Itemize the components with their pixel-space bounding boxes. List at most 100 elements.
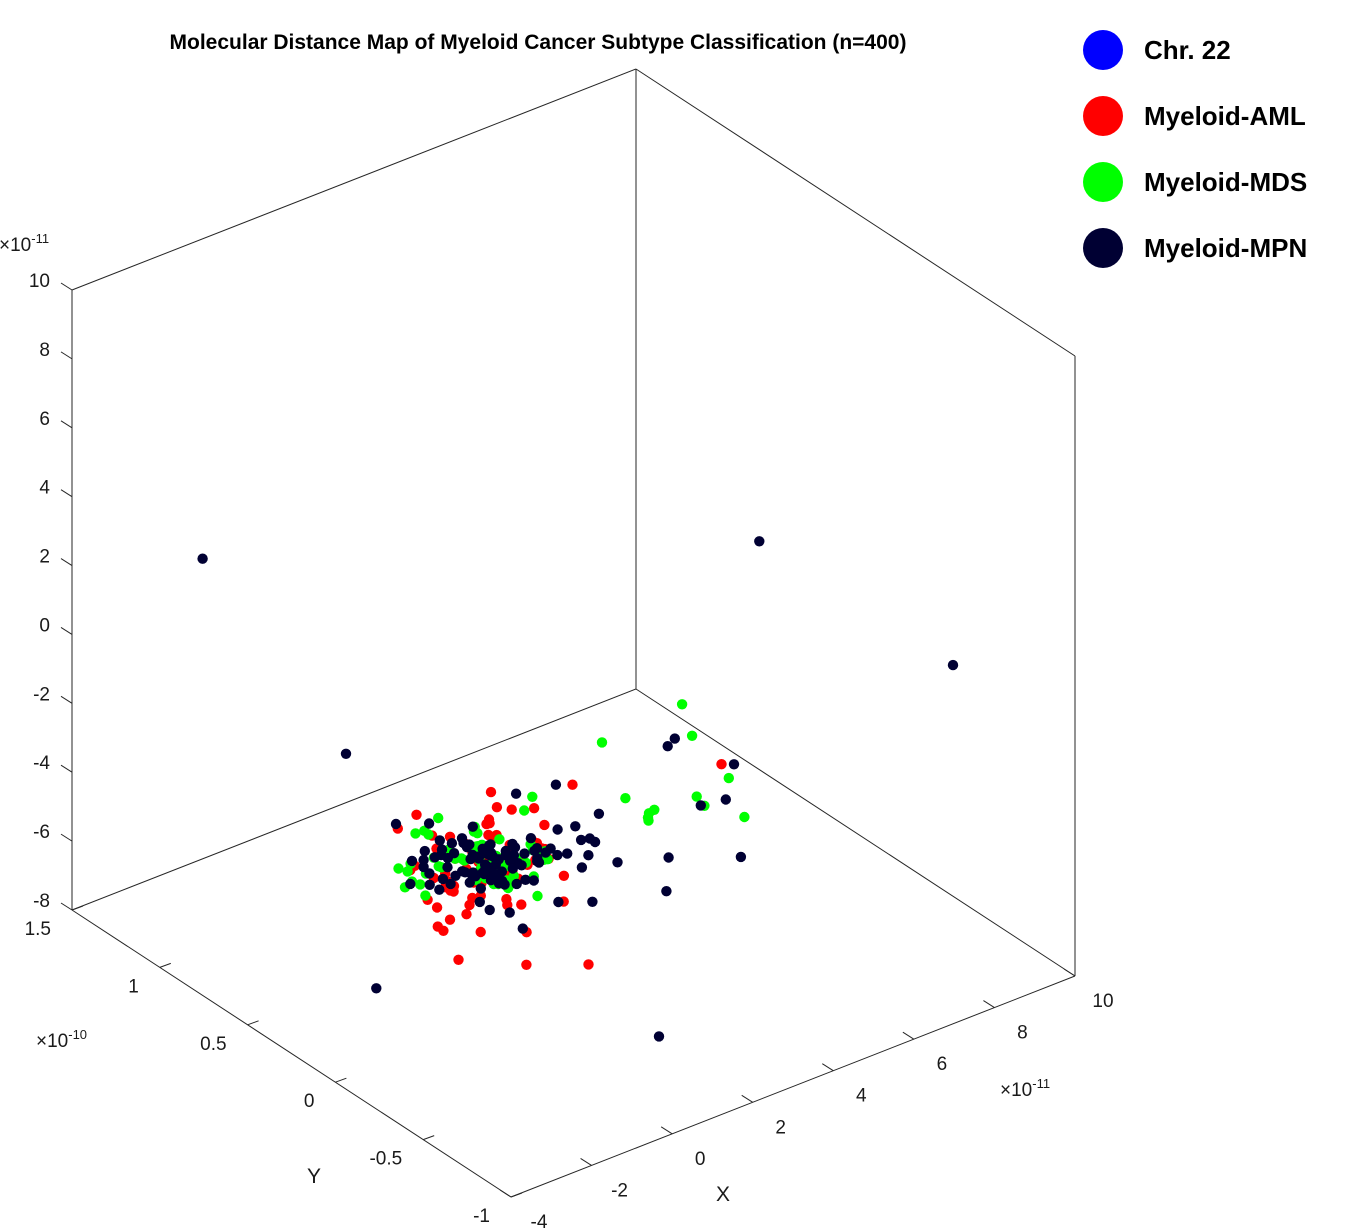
data-point-myeloid-mpn	[479, 868, 490, 880]
data-point-myeloid-mpn	[552, 849, 563, 861]
y-exponent-base: ×10	[36, 1031, 68, 1052]
data-point-myeloid-mds	[494, 834, 505, 845]
data-point-myeloid-mpn	[550, 779, 562, 790]
data-point-myeloid-mpn	[446, 838, 458, 849]
x-tick-mark	[660, 1126, 673, 1135]
data-point-myeloid-mpn	[653, 1031, 665, 1042]
data-point-myeloid-mpn	[663, 852, 674, 863]
data-point-myeloid-mpn	[442, 862, 453, 873]
data-point-myeloid-aml	[539, 819, 550, 831]
z-tick-mark	[60, 833, 73, 842]
data-point-myeloid-mds	[620, 793, 631, 804]
x-tick-mark	[741, 1094, 753, 1103]
data-point-myeloid-mpn	[570, 821, 581, 832]
data-point-myeloid-aml	[583, 959, 594, 970]
data-point-myeloid-mpn	[509, 842, 521, 853]
data-point-myeloid-mpn	[445, 878, 456, 890]
data-point-myeloid-mpn	[457, 866, 468, 877]
data-point-myeloid-mpn	[754, 536, 765, 547]
data-point-myeloid-mpn	[467, 821, 478, 832]
data-point-myeloid-mds	[739, 811, 750, 823]
data-point-myeloid-mds	[723, 772, 734, 784]
data-point-myeloid-mpn	[504, 907, 515, 918]
z-tick-mark	[60, 351, 73, 360]
data-point-myeloid-mpn	[575, 834, 587, 846]
z-tick-label: -2	[33, 684, 50, 705]
data-point-myeloid-mpn	[484, 840, 495, 851]
axes-box	[71, 68, 1076, 1198]
data-point-myeloid-mpn	[490, 859, 501, 870]
data-point-myeloid-mds	[642, 812, 654, 823]
legend-marker-myeloid-mpn	[1083, 228, 1123, 268]
y-tick-label: -0.5	[369, 1149, 402, 1170]
data-point-myeloid-mpn	[529, 845, 540, 856]
legend-label-chr-22: Chr. 22	[1144, 35, 1231, 65]
data-point-myeloid-mds	[691, 791, 702, 802]
data-point-myeloid-mpn	[474, 896, 485, 908]
data-point-myeloid-mpn	[532, 856, 543, 867]
data-point-myeloid-mpn	[562, 848, 573, 859]
x-tick-mark	[822, 1063, 834, 1072]
x-axis-exponent: ×10-11	[1000, 1076, 1050, 1101]
x-tick-mark	[580, 1158, 592, 1166]
z-tick-label: 6	[39, 409, 50, 430]
legend-label-myeloid-mpn: Myeloid-MPN	[1144, 233, 1307, 263]
data-point-myeloid-mpn	[424, 879, 435, 890]
data-point-myeloid-mpn	[406, 855, 418, 867]
data-point-myeloid-mpn	[434, 884, 445, 895]
data-point-myeloid-mpn	[583, 850, 594, 861]
y-axis-label: Y	[307, 1165, 321, 1188]
z-tick-label: -4	[33, 753, 50, 774]
x-tick-label: -4	[531, 1212, 548, 1228]
data-point-myeloid-mpn	[436, 844, 448, 855]
data-point-myeloid-mpn	[467, 867, 479, 878]
data-point-myeloid-mpn	[437, 873, 449, 885]
data-point-myeloid-mds	[433, 812, 444, 824]
z-tick-mark	[60, 902, 73, 911]
z-tick-label: 10	[29, 271, 50, 292]
data-points	[197, 536, 959, 1042]
z-exponent-power: -11	[31, 231, 49, 246]
data-point-myeloid-aml	[483, 829, 494, 841]
data-point-myeloid-aml	[558, 870, 570, 881]
data-point-myeloid-mds	[410, 828, 421, 839]
axis-ticks: -4 -2 0 2 4 6 8 10 -1 -0.5 0 0.5 1 1.5 -8 -6 -4 -2 0 2 4 6 8 10	[25, 271, 1114, 1228]
data-point-myeloid-aml	[567, 779, 578, 790]
z-tick-mark	[60, 764, 73, 773]
y-tick-label: 0	[304, 1091, 315, 1112]
data-point-myeloid-mpn	[423, 818, 435, 829]
y-exponent-power: -10	[68, 1027, 87, 1042]
data-point-myeloid-mds	[433, 861, 444, 872]
x-tick-mark	[499, 1189, 512, 1198]
y-tick-mark	[71, 905, 84, 911]
data-point-myeloid-aml	[716, 759, 727, 770]
data-point-myeloid-mpn	[510, 788, 522, 799]
y-tick-label: 0.5	[200, 1034, 226, 1055]
y-tick-label: 1	[128, 976, 139, 997]
y-tick-mark	[335, 1077, 347, 1083]
data-point-myeloid-mpn	[507, 863, 518, 874]
data-point-myeloid-mpn	[434, 835, 445, 846]
data-point-myeloid-mds	[686, 730, 698, 741]
x-tick-label: -2	[611, 1180, 628, 1201]
data-point-myeloid-mpn	[500, 845, 511, 857]
data-point-myeloid-mpn	[517, 923, 528, 934]
data-point-myeloid-mds	[402, 866, 413, 877]
data-point-myeloid-aml	[483, 814, 495, 825]
legend[interactable]: Chr. 22 Myeloid-AML Myeloid-MDS Myeloid-MPN	[1083, 30, 1307, 268]
data-point-myeloid-mpn	[424, 868, 435, 879]
x-tick-mark	[983, 1000, 995, 1008]
y-tick-label: 1.5	[25, 919, 51, 940]
data-point-myeloid-mpn	[662, 741, 673, 752]
data-point-myeloid-aml	[491, 802, 503, 813]
z-tick-mark	[60, 282, 73, 291]
x-tick-mark	[1063, 968, 1076, 977]
z-tick-label: -8	[33, 891, 50, 912]
data-point-myeloid-mpn	[442, 852, 453, 864]
data-point-myeloid-mpn	[525, 833, 537, 844]
z-exponent-base: ×10	[0, 235, 31, 256]
x-tick-mark	[902, 1031, 915, 1040]
data-point-myeloid-mpn	[528, 875, 539, 886]
data-point-myeloid-mpn	[486, 847, 497, 859]
